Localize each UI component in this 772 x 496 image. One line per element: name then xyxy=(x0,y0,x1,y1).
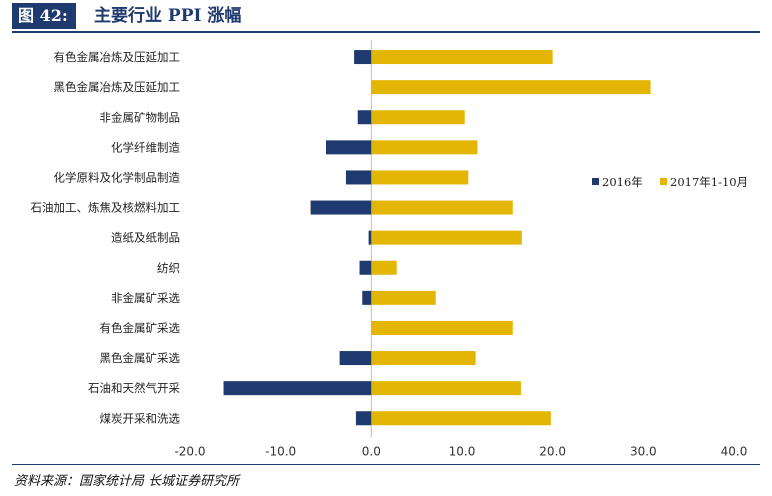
footer-divider xyxy=(12,464,760,465)
x-tick-label: 30.0 xyxy=(630,444,657,458)
category-label: 煤炭开采和洗选 xyxy=(100,411,181,425)
bar-s2017 xyxy=(371,170,469,185)
figure-number: 图 42: xyxy=(12,3,76,29)
category-label: 纺织 xyxy=(157,261,180,275)
bar-s2017 xyxy=(371,260,397,275)
bar-s2017 xyxy=(371,320,513,335)
x-tick-label: -20.0 xyxy=(174,444,205,458)
bar-s2016 xyxy=(354,50,372,65)
bar-s2017 xyxy=(371,140,478,155)
category-label: 黑色金属矿采选 xyxy=(100,351,181,365)
bar-s2016 xyxy=(310,200,372,215)
category-label: 造纸及纸制品 xyxy=(111,231,180,245)
bar-s2017 xyxy=(371,230,522,245)
category-label: 化学纤维制造 xyxy=(111,140,180,154)
bar-s2016 xyxy=(355,411,372,426)
category-label: 化学原料及化学制品制造 xyxy=(54,170,181,184)
bar-s2016 xyxy=(357,110,372,125)
bar-s2016 xyxy=(368,230,372,245)
category-label: 有色金属矿采选 xyxy=(100,321,181,335)
bar-s2017 xyxy=(371,110,465,125)
bar-s2017 xyxy=(371,351,476,366)
x-tick-label: 20.0 xyxy=(539,444,566,458)
bar-s2016 xyxy=(362,290,372,305)
figure-header: 图 42: 主要行业 PPI 涨幅 xyxy=(12,0,760,33)
bar-s2016 xyxy=(339,351,372,366)
legend-label: 2017年1-10月 xyxy=(670,175,748,189)
legend-swatch-s2016 xyxy=(592,178,599,185)
category-label: 黑色金属冶炼及压延加工 xyxy=(54,80,181,94)
category-label: 石油和天然气开采 xyxy=(88,381,180,395)
bar-s2017 xyxy=(371,50,553,65)
x-tick-label: 40.0 xyxy=(721,444,748,458)
figure-title: 主要行业 PPI 涨幅 xyxy=(94,6,242,26)
bar-s2017 xyxy=(371,80,651,95)
source-note: 资料来源：国家统计局 长城证券研究所 xyxy=(14,474,240,489)
bar-s2017 xyxy=(371,290,436,305)
category-label: 非金属矿物制品 xyxy=(100,110,181,124)
bar-s2017 xyxy=(371,411,551,426)
legend-swatch-s2017 xyxy=(660,178,667,185)
bar-s2016 xyxy=(345,170,372,185)
ppi-bar-chart: 有色金属冶炼及压延加工黑色金属冶炼及压延加工非金属矿物制品化学纤维制造化学原料及… xyxy=(31,40,748,458)
x-tick-label: 10.0 xyxy=(449,444,476,458)
bar-s2017 xyxy=(371,200,513,215)
bar-s2017 xyxy=(371,381,521,396)
legend-label: 2016年 xyxy=(602,175,643,189)
category-label: 有色金属冶炼及压延加工 xyxy=(54,50,181,64)
x-tick-label: 0.0 xyxy=(362,444,381,458)
bar-s2016 xyxy=(326,140,372,155)
x-tick-label: -10.0 xyxy=(265,444,296,458)
bar-s2016 xyxy=(359,260,372,275)
category-label: 石油加工、炼焦及核燃料加工 xyxy=(31,201,181,215)
category-label: 非金属矿采选 xyxy=(111,291,180,305)
bar-s2016 xyxy=(223,381,372,396)
header-divider xyxy=(12,31,760,33)
